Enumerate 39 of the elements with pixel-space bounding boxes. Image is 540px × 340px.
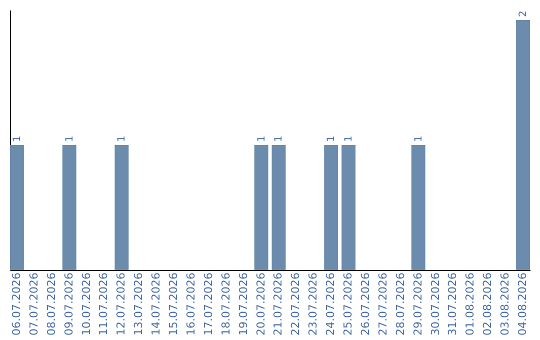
x-tick-label: 19.07.2026 bbox=[236, 272, 250, 336]
data-label: 1 bbox=[326, 136, 338, 142]
x-tick-label: 14.07.2026 bbox=[150, 272, 163, 336]
data-label: 1 bbox=[413, 136, 424, 142]
data-label: 1 bbox=[344, 136, 355, 142]
x-tick-label: 18.07.2026 bbox=[219, 272, 232, 336]
x-tick-label: 31.07.2026 bbox=[446, 272, 460, 336]
x-tick-label: 09.07.2026 bbox=[62, 272, 76, 336]
x-tick-label: 20.07.2026 bbox=[254, 272, 268, 336]
x-tick-label: 30.07.2026 bbox=[428, 272, 442, 336]
data-label: 1 bbox=[256, 136, 268, 142]
x-tick-label: 11.07.2026 bbox=[97, 272, 110, 336]
x-tick-label: 07.07.2026 bbox=[27, 272, 40, 336]
x-tick-label: 08.07.2026 bbox=[44, 272, 58, 336]
x-tick-label: 21.07.2026 bbox=[272, 272, 285, 336]
x-tick-label: 03.08.2026 bbox=[498, 272, 512, 336]
x-tick-label: 16.07.2026 bbox=[184, 272, 198, 336]
x-tick-label: 29.07.2026 bbox=[411, 272, 424, 336]
x-tick-label: 01.08.2026 bbox=[464, 272, 477, 336]
x-tick-label: 23.07.2026 bbox=[306, 272, 320, 336]
x-tick-label: 25.07.2026 bbox=[342, 272, 355, 336]
x-tick-label: 02.08.2026 bbox=[481, 272, 494, 336]
x-tick-label: 10.07.2026 bbox=[80, 272, 93, 336]
data-label: 2 bbox=[518, 10, 530, 17]
data-label: 1 bbox=[64, 136, 76, 142]
x-tick-label: 12.07.2026 bbox=[114, 272, 128, 336]
x-tick-label: 26.07.2026 bbox=[358, 272, 372, 336]
x-tick-label: 28.07.2026 bbox=[394, 272, 407, 336]
data-label: 1 bbox=[274, 136, 285, 142]
x-tick-label: 04.08.2026 bbox=[516, 272, 530, 336]
x-tick-label: 27.07.2026 bbox=[376, 272, 390, 336]
x-tick-label: 06.07.2026 bbox=[10, 272, 23, 336]
data-label: 1 bbox=[12, 136, 23, 142]
x-tick-label: 15.07.2026 bbox=[167, 272, 180, 336]
x-tick-label: 22.07.2026 bbox=[289, 272, 302, 336]
data-label: 1 bbox=[116, 136, 128, 142]
x-tick-label: 13.07.2026 bbox=[132, 272, 146, 336]
x-tick-label: 17.07.2026 bbox=[202, 272, 215, 336]
x-tick-label: 24.07.2026 bbox=[324, 272, 338, 336]
